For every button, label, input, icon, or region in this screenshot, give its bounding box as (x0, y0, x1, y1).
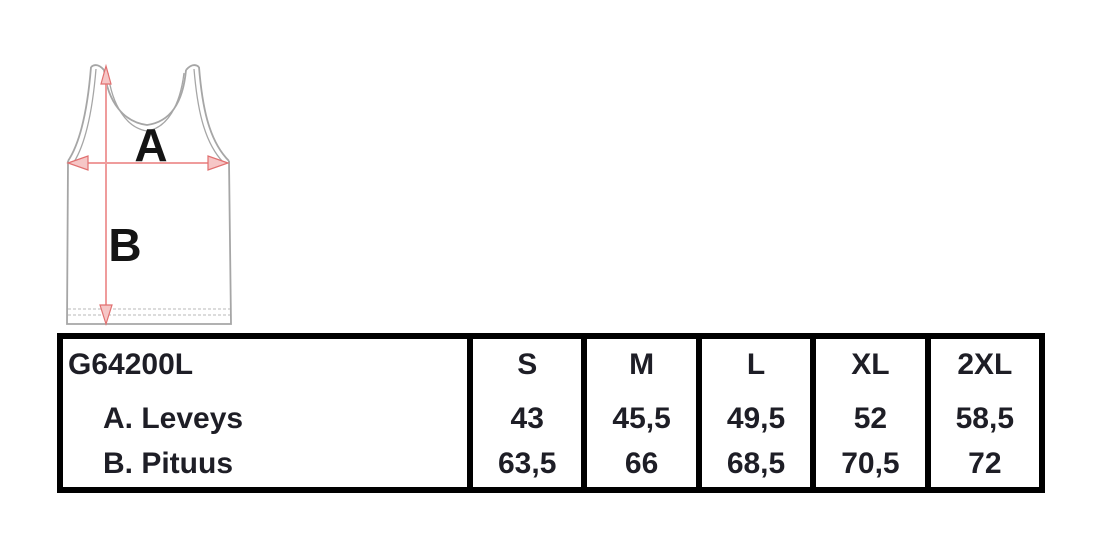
length-value-2xl: 72 (968, 447, 1002, 480)
label-column: G64200L A. Leveys B. Pituus (63, 339, 467, 487)
length-value-s: 63,5 (498, 447, 557, 480)
size-column-xl: XL 52 70,5 (810, 339, 924, 487)
length-value-xl: 70,5 (841, 447, 900, 480)
width-label: A (134, 119, 167, 171)
width-value-s: 43 (510, 402, 544, 435)
row-label-length: B. Pituus (103, 447, 234, 480)
hem-stitch-lines (68, 308, 230, 316)
length-value-m: 66 (624, 447, 659, 480)
width-value-l: 49,5 (726, 402, 786, 435)
size-column-l: L 49,5 68,5 (695, 339, 810, 487)
row-label-width: A. Leveys (103, 402, 244, 435)
length-value-l: 68,5 (726, 447, 786, 480)
tank-top-outline (66, 64, 232, 325)
size-table: G64200L A. Leveys B. Pituus S 43 63,5 M … (57, 333, 1045, 493)
size-header-s: S (517, 348, 538, 381)
size-header-2xl: 2XL (957, 348, 1013, 381)
length-measure-arrow (99, 63, 113, 326)
size-column-m: M 45,5 66 (581, 339, 695, 487)
width-value-m: 45,5 (612, 402, 671, 435)
size-header-l: L (746, 348, 766, 381)
width-value-xl: 52 (853, 402, 888, 435)
width-value-2xl: 58,5 (955, 402, 1015, 435)
size-header-m: M (629, 348, 655, 381)
length-label: B (108, 219, 141, 271)
product-code: G64200L (68, 348, 194, 381)
size-column-s: S 43 63,5 (467, 339, 581, 487)
size-column-2xl: 2XL 58,5 72 (924, 339, 1039, 487)
size-header-xl: XL (851, 348, 890, 381)
